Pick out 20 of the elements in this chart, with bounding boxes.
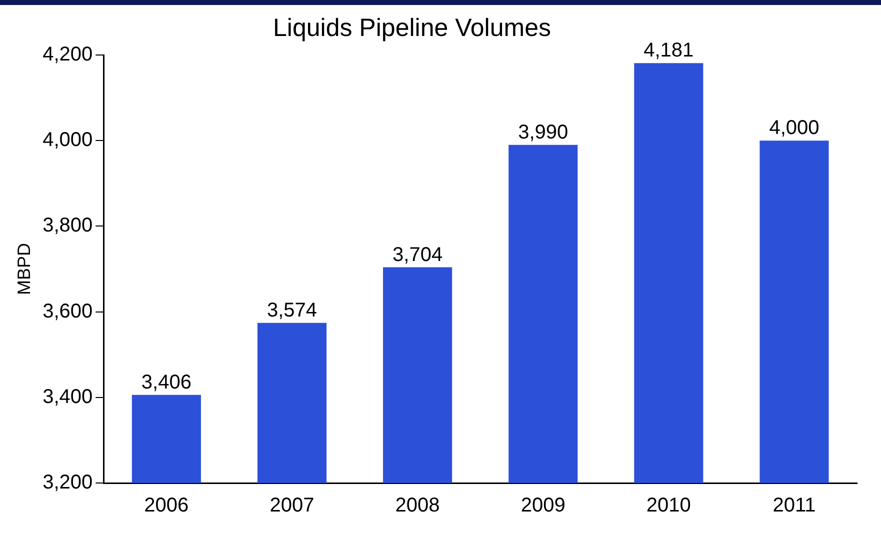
y-tick-label: 3,800 — [42, 214, 93, 237]
x-tick-label: 2009 — [520, 494, 566, 517]
y-tick-label: 3,600 — [42, 300, 93, 322]
x-tick-label: 2007 — [270, 494, 314, 517]
y-axis-title: MBPD — [14, 242, 34, 296]
data-label: 4,000 — [769, 117, 820, 140]
y-tick-label: 3,400 — [42, 386, 93, 408]
x-tick-label: 2010 — [646, 494, 691, 517]
x-tick-label: 2011 — [772, 494, 816, 517]
y-tick-label: 3,200 — [42, 472, 93, 494]
x-tick-label: 2008 — [395, 494, 440, 517]
data-label: 3,990 — [518, 121, 568, 144]
chart-title: Liquids Pipeline Volumes — [273, 14, 551, 42]
x-tick-label: 2006 — [144, 494, 189, 517]
data-label: 3,574 — [266, 299, 318, 322]
data-label: 3,704 — [392, 244, 443, 266]
data-label: 4,181 — [644, 40, 694, 62]
y-tick-label: 4,000 — [42, 129, 93, 152]
data-label: 3,406 — [141, 371, 192, 394]
y-tick-label: 4,200 — [42, 44, 93, 66]
